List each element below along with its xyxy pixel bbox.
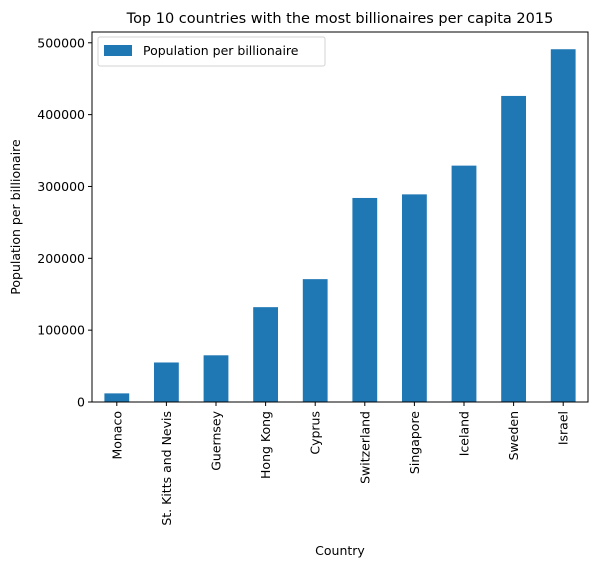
x-tick-label: St. Kitts and Nevis [159,411,174,526]
bar-guernsey [203,355,229,402]
x-tick-label: Switzerland [357,411,372,484]
bar-switzerland [352,197,378,402]
bar-hong-kong [253,307,278,402]
x-axis-label: Country [315,543,365,558]
bar-monaco [104,393,130,402]
y-tick-label: 0 [77,395,85,410]
x-tick-label: Hong Kong [258,411,273,479]
y-axis-label: Population per billionaire [8,139,23,295]
legend: Population per billionaire [97,36,326,67]
legend-swatch [104,45,132,56]
legend-label: Population per billionaire [143,43,299,58]
bar-st-kitts-and-nevis [154,362,179,402]
x-tick-label: Sweden [506,411,521,460]
bar-singapore [402,194,427,402]
y-tick-label: 300000 [37,179,85,194]
chart-title: Top 10 countries with the most billionai… [126,11,554,27]
bar-cyprus [302,279,328,402]
bar-israel [550,49,576,403]
y-tick-label: 100000 [37,323,85,338]
y-tick-label: 500000 [37,35,85,50]
x-tick-label: Guernsey [209,410,224,470]
y-tick-label: 200000 [37,251,85,266]
bar-sweden [501,95,526,403]
y-tick-label: 400000 [37,107,85,122]
x-tick-label: Monaco [109,411,124,460]
plot-frame [91,31,589,403]
x-tick-label: Singapore [407,411,422,474]
x-tick-label: Cyprus [308,411,323,455]
plot-area: 0 100000 200000 300000 400000 500000 Monaco St.… [37,31,589,526]
x-tick-label: Iceland [457,411,472,456]
legend-frame [97,36,326,67]
bar-iceland [451,165,477,402]
x-tick-label: Israel [556,411,571,445]
